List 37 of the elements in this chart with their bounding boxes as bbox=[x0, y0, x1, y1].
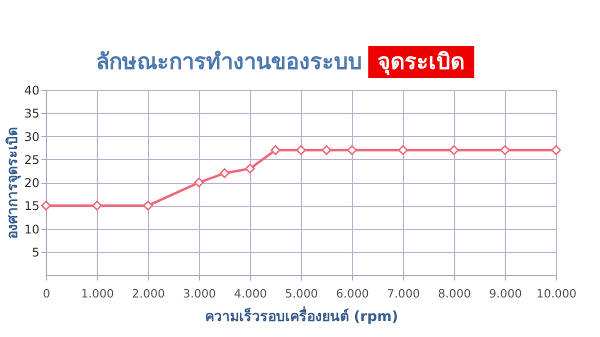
x-tick-label: 4.000 bbox=[234, 286, 267, 300]
point bbox=[41, 200, 51, 211]
point bbox=[551, 145, 561, 156]
point bbox=[220, 168, 230, 178]
y-tick-label: 5 bbox=[32, 245, 40, 260]
x-axis-title: ความเร็วรอบเครื่องยนต์ (rpm) bbox=[204, 306, 398, 325]
point bbox=[347, 145, 357, 156]
point bbox=[449, 145, 459, 156]
point bbox=[194, 178, 204, 188]
x-tick-label: 5.000 bbox=[285, 286, 318, 300]
chart-subtitle: จุดระเบิด bbox=[378, 50, 465, 76]
x-tick-label: 8.000 bbox=[438, 286, 471, 300]
x-tick-label: 10.000 bbox=[536, 286, 577, 300]
y-tick-label: 30 bbox=[24, 130, 40, 144]
y-tick-label: 25 bbox=[24, 152, 40, 167]
point bbox=[398, 145, 408, 156]
x-tick-label: 3.000 bbox=[183, 286, 216, 300]
y-tick-label: 40 bbox=[24, 84, 40, 98]
point bbox=[322, 145, 332, 156]
point bbox=[500, 145, 510, 156]
y-axis-title: องศาการจุดระเบิด bbox=[5, 127, 22, 239]
y-tick-label: 10 bbox=[24, 222, 40, 236]
y-tick-label: 35 bbox=[24, 106, 40, 121]
y-tick-label: 15 bbox=[24, 199, 40, 214]
x-tick-label: 1.000 bbox=[81, 286, 114, 300]
point bbox=[245, 164, 255, 174]
point bbox=[92, 200, 102, 211]
point bbox=[143, 200, 153, 211]
point bbox=[270, 145, 280, 156]
x-tick-label: 2.000 bbox=[132, 286, 165, 300]
x-tick-label: 7.000 bbox=[387, 286, 420, 300]
point bbox=[296, 145, 306, 156]
chart-title: ลักษณะการทำงานของระบบ bbox=[96, 50, 362, 75]
x-tick-label: 9.000 bbox=[489, 286, 522, 300]
x-tick-label: 0 bbox=[42, 286, 50, 300]
y-tick-label: 20 bbox=[24, 176, 40, 190]
x-tick-label: 6.000 bbox=[336, 286, 369, 300]
